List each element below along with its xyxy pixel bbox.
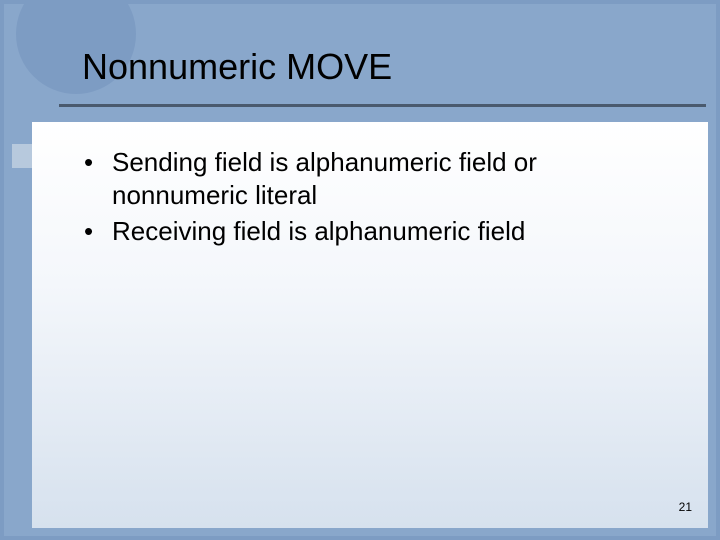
list-item: • Receiving field is alphanumeric field [84, 215, 676, 248]
bullet-marker: • [84, 146, 112, 179]
bullet-text: Receiving field is alphanumeric field [112, 215, 676, 248]
bullet-marker: • [84, 215, 112, 248]
page-number: 21 [679, 500, 692, 514]
slide-frame: Nonnumeric MOVE • Sending field is alpha… [4, 4, 716, 536]
list-item: • Sending field is alphanumeric field or… [84, 146, 676, 211]
title-divider [59, 104, 706, 107]
sidebar-accent [12, 144, 32, 168]
slide-title: Nonnumeric MOVE [82, 46, 392, 88]
bullet-list: • Sending field is alphanumeric field or… [84, 146, 676, 252]
bullet-text: Sending field is alphanumeric field or n… [112, 146, 676, 211]
